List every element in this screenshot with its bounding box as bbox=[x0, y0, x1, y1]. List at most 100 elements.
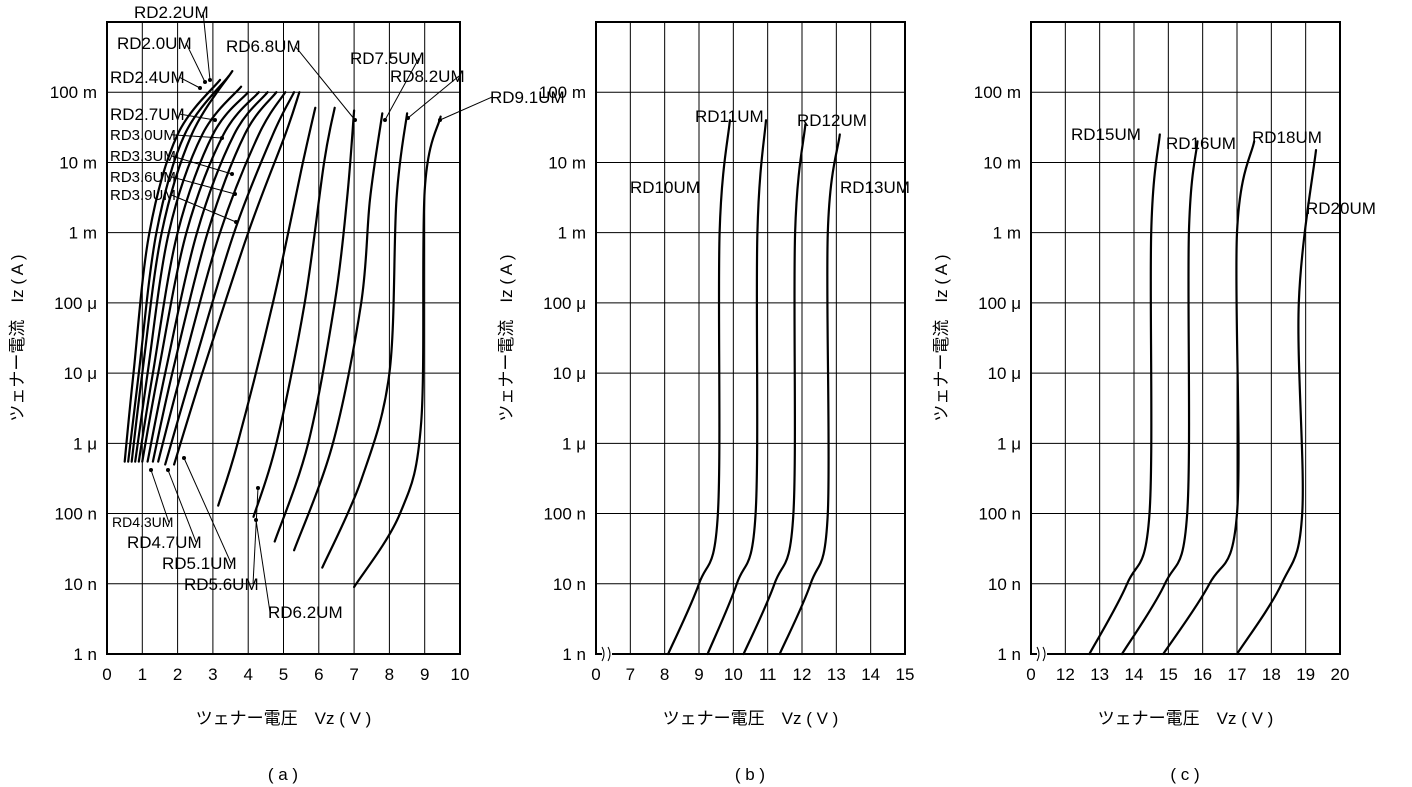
curve-label: RD13UM bbox=[840, 178, 910, 197]
panel-caption: ( b ) bbox=[735, 765, 765, 784]
label-leader-arrowhead bbox=[254, 518, 258, 522]
panel-caption: ( a ) bbox=[268, 765, 298, 784]
x-tick-label: 19 bbox=[1296, 665, 1315, 684]
series-curve-rd15um bbox=[1088, 133, 1161, 656]
series-curve-rd18um bbox=[1162, 140, 1256, 656]
series-curve-rd2-0um bbox=[123, 78, 222, 463]
y-tick-label: 1 m bbox=[69, 224, 97, 243]
label-leader-line bbox=[170, 194, 237, 223]
x-tick-label: 20 bbox=[1331, 665, 1350, 684]
x-tick-label: 12 bbox=[1056, 665, 1075, 684]
series-curve-rd5-1um bbox=[173, 91, 301, 466]
y-axis-label: ツェナー電流 Iz ( A ) bbox=[8, 254, 27, 421]
x-tick-label: 15 bbox=[896, 665, 915, 684]
axis-break-mark bbox=[1036, 646, 1040, 662]
label-leader-arrowhead bbox=[213, 118, 217, 122]
curve-label: RD3.9UM bbox=[110, 187, 176, 204]
y-tick-label: 10 m bbox=[983, 153, 1021, 172]
curve-label: RD2.7UM bbox=[110, 105, 185, 124]
curve-label: RD2.4UM bbox=[110, 68, 185, 87]
curve-label: RD10UM bbox=[630, 178, 700, 197]
label-leader-arrowhead bbox=[256, 486, 260, 490]
series-curve-rd9-1um bbox=[353, 115, 442, 589]
y-tick-label: 100 μ bbox=[978, 294, 1021, 313]
curve-label: RD5.1UM bbox=[162, 554, 237, 573]
label-leader-arrowhead bbox=[198, 86, 202, 90]
axis-break-mark bbox=[601, 646, 605, 662]
x-axis-label: ツェナー電圧 Vz ( V ) bbox=[196, 709, 372, 728]
label-leader-line bbox=[252, 487, 259, 585]
y-tick-label: 10 μ bbox=[988, 364, 1021, 383]
label-leader-line bbox=[183, 457, 232, 564]
x-tick-label: 13 bbox=[1090, 665, 1109, 684]
series-curve-rd3-3um bbox=[141, 91, 260, 463]
curve-label: RD6.8UM bbox=[226, 37, 301, 56]
x-tick-label: 0 bbox=[102, 665, 111, 684]
series-curve-rd4-3um bbox=[157, 91, 287, 463]
series-curve-rd10um bbox=[667, 119, 731, 656]
label-leader-line bbox=[170, 176, 236, 195]
series-curve-rd5-6um bbox=[217, 106, 317, 507]
x-tick-label: 8 bbox=[660, 665, 669, 684]
series-curve-rd16um bbox=[1120, 140, 1199, 656]
y-tick-label: 10 n bbox=[988, 575, 1021, 594]
y-tick-label: 100 n bbox=[978, 505, 1021, 524]
y-tick-label: 100 μ bbox=[54, 294, 97, 313]
curve-label: RD2.0UM bbox=[117, 34, 192, 53]
label-leader-line bbox=[150, 469, 170, 523]
y-tick-label: 100 μ bbox=[543, 294, 586, 313]
label-leader-line bbox=[255, 519, 271, 613]
curve-label: RD20UM bbox=[1306, 199, 1376, 218]
label-leader-line bbox=[178, 76, 201, 89]
y-tick-label: 10 m bbox=[59, 153, 97, 172]
y-tick-label: 1 m bbox=[558, 224, 586, 243]
y-tick-label: 10 n bbox=[553, 575, 586, 594]
x-tick-label: 2 bbox=[173, 665, 182, 684]
y-tick-label: 100 m bbox=[974, 83, 1021, 102]
curve-label: RD6.2UM bbox=[268, 603, 343, 622]
x-tick-label: 14 bbox=[1125, 665, 1144, 684]
plot-frame bbox=[1030, 21, 1341, 655]
label-leader-line bbox=[167, 469, 197, 543]
curve-label: RD5.6UM bbox=[184, 575, 259, 594]
series-curve-rd8-2um bbox=[321, 112, 409, 569]
label-leader-arrowhead bbox=[208, 78, 212, 82]
label-leader-line bbox=[170, 155, 233, 175]
series-curve-rd3-0um bbox=[137, 91, 250, 463]
label-leader-arrowhead bbox=[233, 192, 237, 196]
y-tick-label: 100 n bbox=[543, 505, 586, 524]
series-curve-rd13um bbox=[778, 133, 841, 656]
panel-b: 0 7 8 9 10 11 12 13 14 15 1 n 10 n 100 n 1 μ 10 μ 100 μ… bbox=[497, 21, 915, 784]
label-leader-arrowhead bbox=[182, 456, 186, 460]
y-tick-label: 1 μ bbox=[73, 434, 97, 453]
x-tick-label: 15 bbox=[1159, 665, 1178, 684]
x-tick-label: 16 bbox=[1193, 665, 1212, 684]
x-tick-label: 7 bbox=[349, 665, 358, 684]
label-leader-line bbox=[202, 11, 211, 81]
label-leader-line bbox=[407, 75, 460, 119]
series-curve-rd2-4um bbox=[130, 70, 234, 463]
curve-label: RD2.2UM bbox=[134, 3, 209, 22]
label-leader-arrowhead bbox=[353, 118, 357, 122]
x-tick-label: 14 bbox=[861, 665, 880, 684]
x-tick-label: 18 bbox=[1262, 665, 1281, 684]
x-tick-label: 3 bbox=[208, 665, 217, 684]
label-leader-arrowhead bbox=[406, 116, 410, 120]
y-tick-label: 1 n bbox=[73, 645, 97, 664]
y-tick-label: 100 m bbox=[539, 83, 586, 102]
y-tick-label: 10 n bbox=[64, 575, 97, 594]
series-curve-rd12um bbox=[742, 123, 807, 656]
curve-label: RD3.6UM bbox=[110, 169, 176, 186]
series-curve-rd2-2um bbox=[127, 74, 230, 463]
panel-caption: ( c ) bbox=[1170, 765, 1199, 784]
label-leader-arrowhead bbox=[166, 468, 170, 472]
panel-c: 0 12 13 14 15 16 17 18 19 20 1 n 10 n 100 n 1 μ 10 μ 10… bbox=[932, 21, 1376, 784]
x-tick-label: 0 bbox=[1026, 665, 1035, 684]
x-tick-label: 9 bbox=[420, 665, 429, 684]
x-tick-label: 0 bbox=[591, 665, 600, 684]
label-leader-line bbox=[178, 113, 216, 121]
curve-label: RD4.3UM bbox=[112, 514, 173, 530]
curve-label: RD3.0UM bbox=[110, 127, 176, 144]
plot-frame bbox=[595, 21, 906, 655]
